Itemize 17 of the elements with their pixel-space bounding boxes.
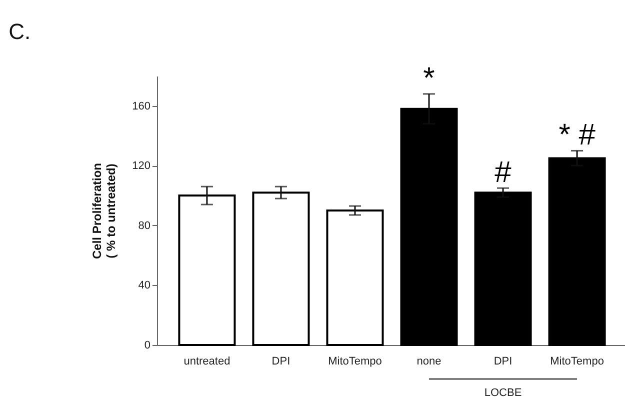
x-tick-label: untreated	[184, 356, 230, 368]
annotation: * #	[558, 118, 596, 152]
y-tick-label: 120	[132, 160, 150, 172]
x-tick-label: MitoTempo	[550, 356, 604, 368]
chart-title: C.	[8, 18, 31, 44]
y-tick-label: 80	[138, 220, 150, 232]
x-tick-label: DPI	[494, 356, 512, 368]
text: LOCBE	[484, 387, 522, 399]
x-tick-label: DPI	[272, 356, 290, 368]
annotation: #	[494, 156, 512, 190]
x-tick-label: MitoTempo	[328, 356, 382, 368]
y-tick-label: 40	[138, 280, 150, 292]
y-axis-title: Cell Proliferation ( % to untreated)	[90, 162, 118, 260]
x-tick-label: none	[416, 356, 442, 368]
y-tick-label: 0	[144, 340, 150, 352]
y-tick-label: 160	[132, 100, 150, 112]
annotation: *	[423, 62, 436, 95]
